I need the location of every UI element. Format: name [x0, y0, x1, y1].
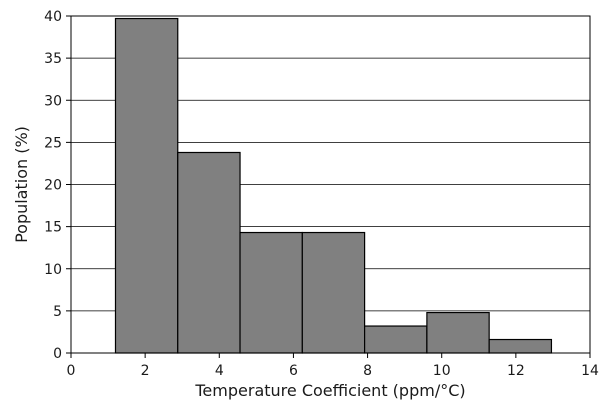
y-tick-label: 30 [44, 93, 62, 109]
y-axis-label: Population (%) [12, 126, 31, 243]
y-tick-label: 10 [44, 262, 62, 278]
x-tick-label: 8 [363, 363, 372, 379]
histogram-bar [301, 231, 366, 354]
x-axis-label: Temperature Coefficient (ppm/°C) [194, 381, 465, 400]
x-tick-label: 12 [507, 363, 525, 379]
x-tick-label: 10 [433, 363, 451, 379]
x-tick-label: 14 [581, 363, 599, 379]
x-tick-label: 4 [215, 363, 224, 379]
y-axis-ticks: 0 5 10 15 20 25 30 35 40 [44, 9, 71, 362]
y-tick-label: 0 [53, 346, 62, 362]
y-tick-label: 35 [44, 51, 62, 67]
histogram-bar [488, 338, 553, 354]
y-tick-label: 15 [44, 220, 62, 236]
x-axis-ticks: 0 2 4 6 8 10 12 14 [67, 353, 599, 379]
y-tick-label: 40 [44, 9, 62, 25]
histogram-bars [114, 17, 553, 354]
x-tick-label: 0 [67, 363, 76, 379]
histogram-bar [426, 311, 490, 354]
y-tick-label: 20 [44, 178, 62, 194]
histogram-bar [239, 231, 303, 354]
x-tick-label: 6 [289, 363, 298, 379]
histogram-bar [364, 325, 428, 354]
y-tick-label: 5 [53, 304, 62, 320]
x-tick-label: 2 [141, 363, 150, 379]
y-tick-label: 25 [44, 135, 62, 151]
histogram-bar [177, 151, 241, 354]
histogram-bar [114, 17, 179, 354]
